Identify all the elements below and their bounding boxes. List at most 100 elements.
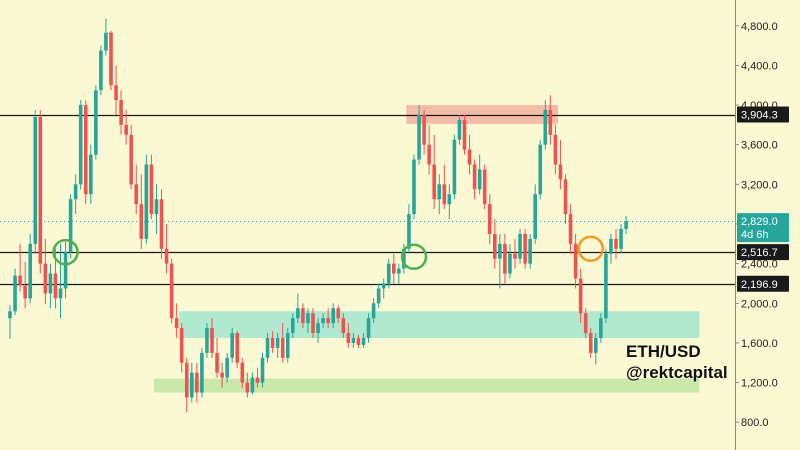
candle-down [159,199,164,249]
candle-up [154,199,159,215]
candle-up [33,116,38,244]
candle-up [508,253,512,274]
candle-down [503,243,507,274]
candle-down [422,114,426,145]
candle-down [124,124,128,135]
symbol-label: ETH/USD [626,342,701,361]
candle-up [265,337,270,358]
candle-down [301,308,305,324]
y-tick-label: 4,800.0 [741,21,778,33]
candle-down [558,164,563,180]
candle-up [397,268,401,274]
candle-down [114,85,118,101]
candle-up [447,194,452,205]
candle-down [427,144,431,165]
candle-down [442,184,447,205]
candle-up [73,184,78,200]
candle-up [604,253,608,319]
candle-up [371,303,376,319]
candle-up [58,288,63,299]
candles-layer [8,18,628,413]
candle-down [346,333,351,343]
candle-down [129,134,133,185]
candle-up [437,184,442,200]
level-badge[interactable]: 3,904.3 [737,106,789,123]
candle-down [119,100,123,125]
candle-up [619,228,623,249]
level-badge[interactable]: 2,516.7 [737,244,789,261]
candle-up [366,318,371,338]
price-axis[interactable]: 800.01,200.01,600.02,000.02,400.02,800.0… [735,21,789,429]
y-tick-label: 3,600.0 [741,140,778,152]
candle-down [245,382,250,393]
candle-up [296,308,300,319]
candle-up [412,159,416,215]
candle-down [139,204,144,239]
candle-up [331,308,335,324]
candle-up [99,50,103,91]
candle-up [260,357,265,383]
candle-down [18,275,22,286]
candle-up [144,164,149,239]
candle-down [573,243,578,279]
candle-down [326,318,330,324]
author-label: @rektcapital [626,363,728,382]
candle-down [53,273,58,299]
level-badge-bg [737,275,789,292]
current-price-badge[interactable]: 2,829.04d 6h [737,213,789,243]
candle-down [38,116,43,264]
candle-up [306,313,310,324]
highlight-circle [400,243,428,270]
candle-up [386,263,391,284]
current-price-badge-bg [737,213,789,243]
candle-down [493,233,497,259]
candle-down [43,263,48,294]
candle-down [392,263,396,274]
candle-down [280,337,285,358]
candle-down [356,337,361,345]
candle-up [225,357,229,378]
candle-down [568,214,573,244]
candle-up [528,238,532,264]
y-tick-label: 1,600.0 [741,338,778,350]
y-tick-label: 3,200.0 [741,179,778,191]
candle-down [462,119,467,150]
candle-down [336,308,341,319]
candle-up [28,243,32,299]
candle-up [321,318,325,324]
candle-down [482,169,487,205]
candle-up [8,311,12,319]
candle-up [407,214,411,249]
candle-up [533,194,537,239]
candle-down [164,248,169,264]
candle-down [210,328,214,353]
candle-up [457,119,462,140]
circles-layer [52,235,604,270]
current-price-label: 2,829.0 [741,216,778,228]
candle-down [578,278,583,314]
candle-down [523,233,527,264]
level-badge-bg [737,106,789,123]
candle-up [594,337,598,353]
candle-up [63,251,68,289]
candle-down [548,110,553,135]
candle-up [417,114,421,160]
level-badge-bg [737,244,789,261]
candle-up [275,337,280,348]
candle-down [174,318,179,329]
candle-up [316,323,320,334]
candle-up [250,377,255,393]
candle-down [255,377,260,383]
candle-down [432,164,436,200]
candle-up [498,243,502,259]
candle-up [351,337,356,343]
candle-up [477,169,482,190]
candle-up [285,333,290,358]
candle-down [341,318,346,334]
level-badge[interactable]: 2,196.9 [737,275,789,292]
candle-up [609,238,613,254]
candle-up [624,221,628,229]
